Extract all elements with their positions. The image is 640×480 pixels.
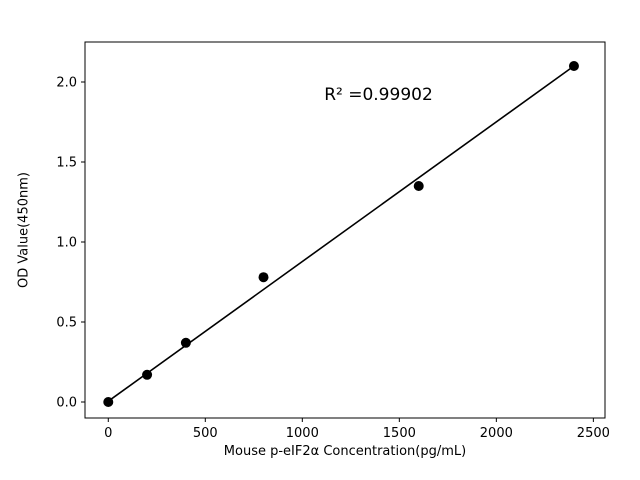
x-tick-label: 500 bbox=[193, 426, 218, 441]
r-squared-annotation: R² =0.99902 bbox=[324, 85, 433, 106]
data-point bbox=[258, 272, 269, 283]
fit-line bbox=[107, 65, 575, 402]
y-tick-label: 0.5 bbox=[56, 316, 77, 331]
data-point bbox=[180, 337, 191, 348]
y-tick-label: 0.0 bbox=[56, 396, 77, 411]
x-tick-label: 1000 bbox=[286, 426, 319, 441]
y-tick-label: 1.0 bbox=[56, 236, 77, 251]
plot-frame bbox=[84, 41, 606, 419]
data-point bbox=[103, 397, 114, 407]
y-axis-label: OD Value(450nm) bbox=[16, 172, 32, 288]
data-point bbox=[413, 181, 424, 191]
y-tick-label: 1.5 bbox=[56, 156, 77, 171]
x-axis-label: Mouse p-eIF2α Concentration(pg/mL) bbox=[223, 444, 467, 459]
x-tick-label: 2500 bbox=[577, 426, 610, 441]
data-point bbox=[142, 369, 153, 380]
x-tick-label: 2000 bbox=[480, 426, 513, 441]
x-tick-label: 0 bbox=[104, 426, 112, 441]
data-point bbox=[568, 61, 579, 71]
y-tick-label: 2.0 bbox=[56, 76, 77, 91]
x-tick-label: 1500 bbox=[383, 426, 416, 441]
